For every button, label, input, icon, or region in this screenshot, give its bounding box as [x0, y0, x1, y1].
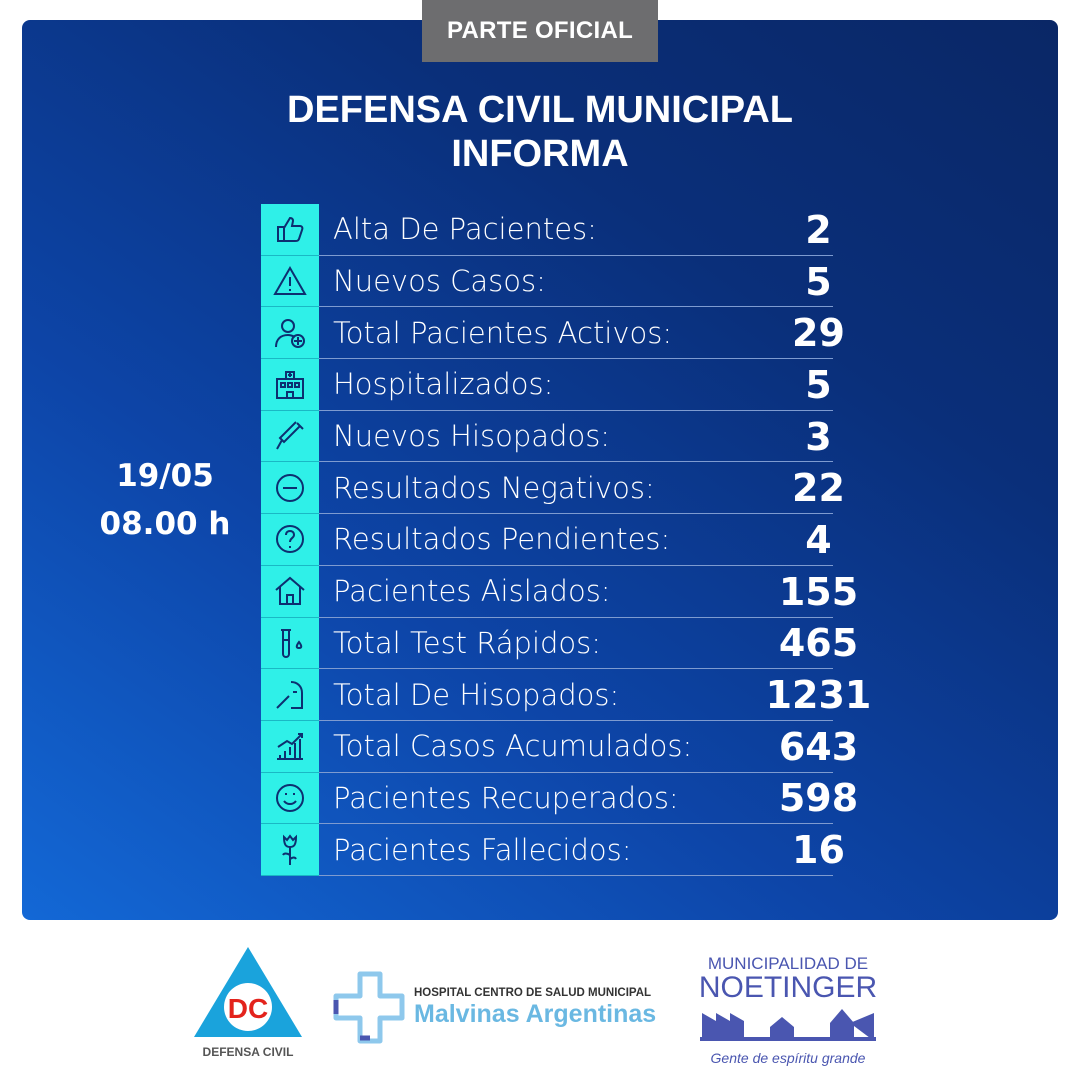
- icon-cell: [261, 514, 319, 566]
- stat-value: 1231: [765, 673, 872, 718]
- stat-row: Resultados Pendientes: 4: [261, 514, 833, 566]
- stat-row: Pacientes Fallecidos: 16: [261, 824, 845, 876]
- stat-label: Alta De Pacientes:: [319, 204, 833, 256]
- nasal-swab-icon: [276, 680, 303, 709]
- stat-row: Total De Hisopados: 1231: [261, 669, 871, 721]
- stat-value: 16: [792, 828, 845, 873]
- hospital-name: HOSPITAL CENTRO DE SALUD MUNICIPAL: [414, 987, 652, 999]
- report-date: 19/05 08.00 h: [90, 452, 240, 548]
- icon-cell: [261, 359, 319, 411]
- stat-row: Total Casos Acumulados: 643: [261, 720, 858, 773]
- date-day: 19/05: [116, 458, 214, 494]
- question-circle-icon: [276, 525, 304, 554]
- town-skyline-icon: [700, 1009, 876, 1041]
- defensa-civil-logo: DC DEFENSA CIVIL: [194, 947, 302, 1059]
- icon-cell: [261, 720, 319, 773]
- stat-row: Hospitalizados: 5: [261, 359, 833, 411]
- svg-text:DEFENSA CIVIL: DEFENSA CIVIL: [203, 1045, 294, 1059]
- stat-row: Pacientes Aislados: 155: [261, 565, 858, 618]
- hospital-logo: HOSPITAL CENTRO DE SALUD MUNICIPAL Malvi…: [332, 970, 672, 1045]
- swab-icon: [276, 421, 304, 450]
- test-tube-icon: [281, 628, 303, 658]
- stat-value: 2: [805, 207, 832, 252]
- icon-cell: [261, 204, 319, 256]
- stat-value: 29: [792, 311, 845, 356]
- svg-text:DC: DC: [228, 993, 268, 1024]
- stat-value: 465: [778, 621, 859, 666]
- stat-label: Nuevos Hisopados:: [319, 411, 833, 463]
- footer-logos: DC DEFENSA CIVIL HOSPITAL CENTRO DE SALU…: [0, 945, 1080, 1067]
- stat-value: 598: [778, 776, 859, 821]
- icon-cell: [261, 307, 319, 360]
- stat-label: Total De Hisopados:: [319, 669, 833, 721]
- hospital-icon: [276, 371, 304, 400]
- chart-up-icon: [277, 733, 303, 761]
- stat-label: Pacientes Recuperados:: [319, 773, 833, 825]
- stat-label: Hospitalizados:: [319, 359, 833, 411]
- icon-cell: [261, 617, 319, 670]
- house-icon: [275, 576, 305, 606]
- icon-cell: [261, 410, 319, 463]
- stat-value: 3: [805, 414, 832, 459]
- stat-row: Total Pacientes Activos: 29: [261, 307, 845, 360]
- hospital-title: Malvinas Argentinas: [414, 1000, 657, 1028]
- stat-row: Alta De Pacientes: 2: [261, 204, 833, 256]
- stat-value: 5: [805, 259, 832, 304]
- municipio-slogan: Gente de espíritu grande: [710, 1050, 866, 1066]
- icon-cell: [261, 565, 319, 618]
- stat-label: Pacientes Aislados:: [319, 566, 833, 618]
- icon-cell: [261, 824, 319, 876]
- icon-cell: [261, 255, 319, 308]
- municipio-name: NOETINGER: [698, 971, 878, 1004]
- cross-icon: [333, 971, 405, 1044]
- date-time: 08.00 h: [99, 506, 231, 542]
- stat-value: 4: [805, 517, 832, 562]
- stat-label: Total Test Rápidos:: [319, 618, 833, 670]
- stat-label: Nuevos Casos:: [319, 256, 833, 308]
- stat-label: Total Pacientes Activos:: [319, 307, 833, 360]
- minus-circle-icon: [276, 473, 304, 502]
- stat-row: Nuevos Hisopados: 3: [261, 410, 833, 463]
- stat-label: Resultados Pendientes:: [319, 514, 833, 566]
- noetinger-logo: MUNICIPALIDAD DE NOETINGER Gente de espí…: [696, 954, 880, 1067]
- icon-cell: [261, 772, 319, 825]
- stat-row: Resultados Negativos: 22: [261, 462, 845, 515]
- stat-label: Resultados Negativos:: [319, 462, 833, 515]
- official-badge: PARTE OFICIAL: [422, 0, 658, 62]
- stat-label: Pacientes Fallecidos:: [319, 824, 833, 876]
- stat-value: 5: [805, 362, 832, 407]
- page-title: DEFENSA CIVIL MUNICIPAL INFORMA: [0, 88, 1080, 176]
- patient-plus-icon: [275, 318, 305, 348]
- rose-icon: [282, 833, 298, 865]
- stat-row: Total Test Rápidos: 465: [261, 617, 858, 670]
- title-line-2: INFORMA: [451, 133, 629, 175]
- report-card: [22, 20, 1058, 920]
- stat-value: 155: [778, 569, 859, 614]
- smile-icon: [276, 783, 304, 812]
- stat-row: Nuevos Casos: 5: [261, 255, 833, 308]
- icon-cell: [261, 462, 319, 515]
- warning-icon: [273, 266, 307, 296]
- stats-table: Alta De Pacientes: 2 Nuevos Casos: 5 Tot…: [261, 204, 871, 876]
- municipio-line1: MUNICIPALIDAD DE: [707, 954, 869, 973]
- thumbs-up-icon: [277, 217, 304, 243]
- stat-value: 643: [778, 724, 859, 769]
- icon-cell: [261, 669, 319, 721]
- stat-row: Pacientes Recuperados: 598: [261, 772, 858, 825]
- stat-label: Total Casos Acumulados:: [319, 721, 833, 773]
- title-line-1: DEFENSA CIVIL MUNICIPAL: [287, 89, 793, 131]
- stat-value: 22: [792, 466, 845, 511]
